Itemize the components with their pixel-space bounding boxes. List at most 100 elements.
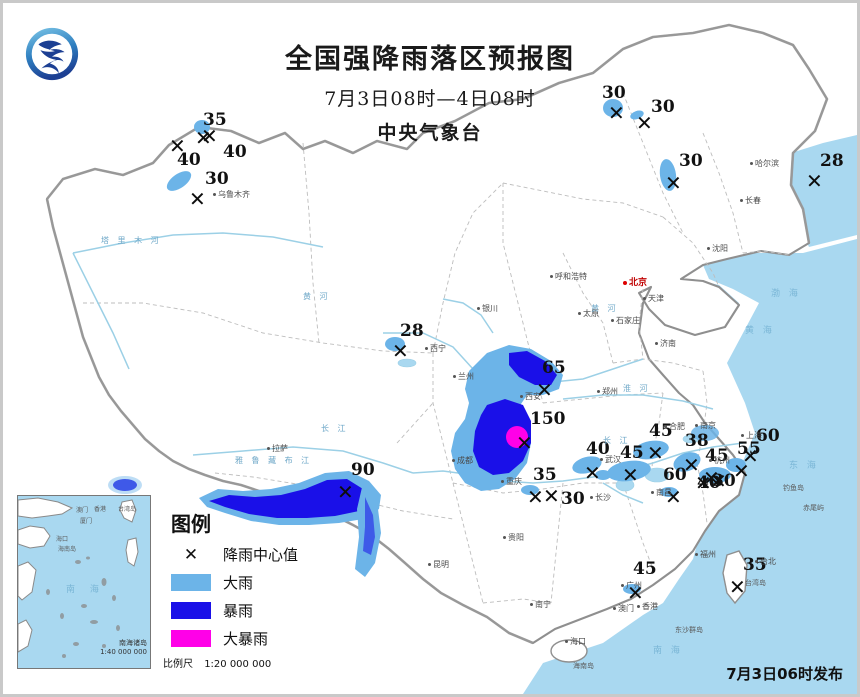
- city-label: 银川: [475, 303, 498, 314]
- taiwan-island: [722, 550, 748, 605]
- city-label: 杭州: [707, 455, 730, 466]
- city-dot-icon: [695, 424, 698, 427]
- city-dot-icon: [597, 390, 600, 393]
- rain-center-value: 30: [602, 83, 626, 103]
- city-label: 重庆: [499, 476, 522, 487]
- legend-row-rainstorm: 暴雨: [163, 600, 313, 621]
- city-dot-icon: [565, 640, 568, 643]
- province-boundaries: [83, 92, 790, 604]
- city-name: 天津: [648, 294, 664, 303]
- rain-center-value: 28: [820, 151, 844, 171]
- city-label: 南京: [693, 420, 716, 431]
- city-dot-icon: [623, 280, 627, 285]
- scale-value: 1:20 000 000: [204, 659, 272, 670]
- city-name: 香港: [642, 602, 658, 611]
- city-label: 广州: [619, 580, 642, 591]
- city-label: 上海: [739, 430, 762, 441]
- city-dot-icon: [613, 607, 616, 610]
- inset-caption-name: 南海诸岛: [119, 639, 147, 648]
- rain-center-value: 30: [651, 97, 675, 117]
- rain-center-x-icon: ✕: [683, 453, 700, 477]
- city-label: 香港: [635, 601, 658, 612]
- rain-center-x-icon: ✕: [695, 471, 712, 495]
- city-dot-icon: [267, 447, 270, 450]
- city-name: 杭州: [714, 456, 730, 465]
- city-label: 呼和浩特: [548, 271, 587, 282]
- rain-center-x-icon: ✕: [608, 101, 625, 125]
- city-label: 昆明: [426, 559, 449, 570]
- rain-area-central: [451, 345, 563, 491]
- city-label: 石家庄: [609, 315, 640, 326]
- issue-timestamp: 7月3日06时发布: [726, 665, 843, 683]
- city-name: 海口: [570, 637, 586, 646]
- sea-label: 渤 海: [771, 289, 801, 299]
- map-stage: 全国强降雨落区预报图 7月3日08时—4日08时 中央气象台 ✕ 35 ✕ 40 ✕ 40…: [3, 3, 857, 694]
- city-name: 呼和浩特: [555, 272, 587, 281]
- rain-center-value: 60: [756, 426, 780, 446]
- city-name: 石家庄: [616, 316, 640, 325]
- city-name: 长春: [745, 196, 761, 205]
- city-name: 兰州: [458, 372, 474, 381]
- legend-label-heavy-rain: 大雨: [223, 574, 254, 592]
- rain-center-x-icon: ✕: [665, 171, 682, 195]
- rain-center-x-icon: ✕: [647, 441, 664, 465]
- scale-bar: 比例尺 1:20 000 000: [163, 655, 313, 670]
- city-name: 哈尔滨: [755, 159, 779, 168]
- city-name: 长沙: [595, 493, 611, 502]
- city-dot-icon: [611, 319, 614, 322]
- city-label: 郑州: [595, 386, 618, 397]
- city-label: 乌鲁木齐: [211, 189, 250, 200]
- city-dot-icon: [707, 247, 710, 250]
- rain-center-value: 30: [561, 489, 585, 509]
- city-name: 台北: [760, 557, 776, 566]
- rain-center-x-icon: ✕: [536, 378, 553, 402]
- city-label: 哈尔滨: [748, 158, 779, 169]
- south-china-sea-inset-map: 南 海 澳门 香港 台湾岛 厦门 海口 海南岛 南海诸岛 1:40 000 000: [17, 495, 151, 669]
- rain-area-heavy-xinjiang: [166, 120, 210, 191]
- inset-place-label: 香港: [94, 506, 107, 513]
- rain-center-value: 35: [533, 465, 557, 485]
- rain-center-x-icon: ✕: [627, 581, 644, 605]
- rain-center-value: 38: [685, 431, 709, 451]
- rain-center-value: 150: [530, 409, 566, 429]
- rain-center-x-icon: ✕: [201, 124, 218, 148]
- city-label: 西安: [518, 391, 541, 402]
- city-name: 成都: [457, 456, 473, 465]
- city-label: 拉萨: [265, 443, 288, 454]
- city-name: 沈阳: [712, 244, 728, 253]
- inset-sea-label: 南 海: [66, 583, 105, 595]
- rain-center-symbol-icon: ✕: [183, 544, 199, 565]
- city-name: 广州: [626, 581, 642, 590]
- rain-area-heavy-qinghai: [385, 337, 405, 351]
- city-name: 昆明: [433, 560, 449, 569]
- sea-label: 黄 海: [745, 326, 775, 336]
- river-label: 淮 河: [623, 384, 651, 393]
- rain-center-value: 55: [737, 439, 761, 459]
- rain-center-value: 35: [203, 110, 227, 130]
- rain-center-x-icon: ✕: [337, 480, 354, 504]
- page-title: 全国强降雨落区预报图: [285, 44, 575, 75]
- rain-area-tibet: [108, 471, 381, 577]
- scale-label: 比例尺: [163, 659, 193, 670]
- island-label: 赤尾屿: [803, 504, 824, 512]
- rain-center-value: 28: [400, 321, 424, 341]
- rain-area-big-rainstorm-core: [506, 426, 528, 448]
- island-label: 钓鱼岛: [783, 484, 804, 492]
- city-name: 西宁: [430, 344, 446, 353]
- city-label: 海口: [563, 636, 586, 647]
- rain-center-value: 30: [205, 169, 229, 189]
- legend-row-big-rainstorm: 大暴雨: [163, 628, 313, 649]
- city-dot-icon: [428, 563, 431, 566]
- rain-center-value: 90: [351, 460, 375, 480]
- rain-center-value: 30: [679, 151, 703, 171]
- sea-label: 南 海: [653, 646, 683, 656]
- rain-center-x-icon: ✕: [665, 485, 682, 509]
- city-dot-icon: [501, 480, 504, 483]
- inset-place-label: 厦门: [80, 518, 93, 525]
- rain-center-x-icon: ✕: [636, 111, 653, 135]
- city-dot-icon: [643, 297, 646, 300]
- forecast-period: 7月3日08时—4日08时: [324, 87, 536, 110]
- city-name: 福州: [700, 550, 716, 559]
- city-label: 西宁: [423, 343, 446, 354]
- island-label: 台湾岛: [745, 579, 766, 587]
